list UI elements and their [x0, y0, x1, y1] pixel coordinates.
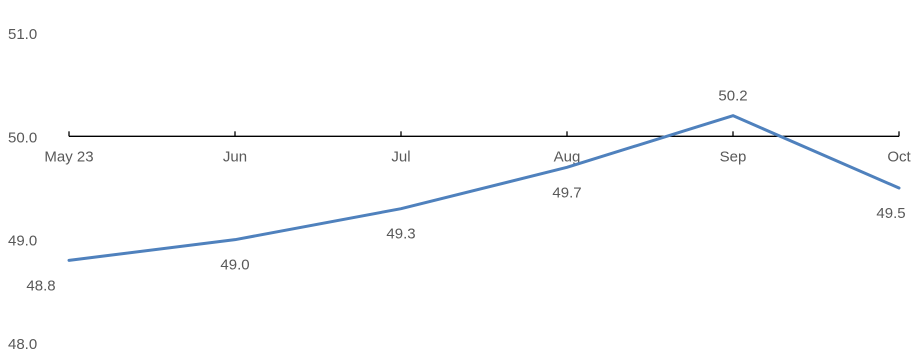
- y-axis-tick-labels: 51.0 50.0 49.0 48.0: [8, 26, 37, 351]
- y-tick-label: 49.0: [8, 233, 37, 250]
- data-label: 49.5: [876, 205, 905, 222]
- x-tick-label: Aug: [554, 148, 581, 165]
- data-label: 49.3: [386, 226, 415, 243]
- y-tick-label: 50.0: [8, 129, 37, 146]
- series-line-group: [67, 114, 901, 262]
- x-axis-tick-labels: May 23 Jun Jul Aug Sep Oct: [44, 148, 911, 165]
- x-tick-label: Oct: [887, 148, 911, 165]
- y-tick-label: 48.0: [8, 336, 37, 351]
- x-tick-label: Jun: [223, 148, 247, 165]
- x-axis: [68, 131, 900, 137]
- series-line: [67, 114, 901, 262]
- y-tick-label: 51.0: [8, 26, 37, 43]
- x-tick-label: Jul: [391, 148, 410, 165]
- x-tick-label: May 23: [44, 148, 93, 165]
- data-label: 49.7: [552, 184, 581, 201]
- data-labels: 48.8 49.0 49.3 49.7 50.2 49.5: [26, 88, 905, 295]
- data-label: 48.8: [26, 277, 55, 294]
- x-tick-label: Sep: [720, 148, 747, 165]
- data-label: 49.0: [220, 257, 249, 274]
- data-label: 50.2: [718, 88, 747, 105]
